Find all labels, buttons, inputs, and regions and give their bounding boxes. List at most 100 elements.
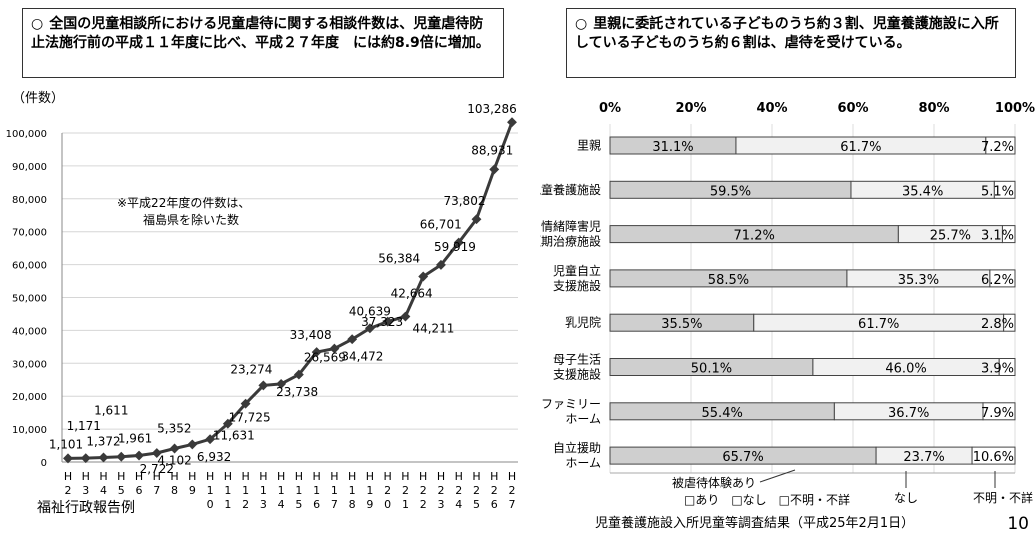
x-tick-label: 3 bbox=[437, 498, 444, 511]
x-tick-label: 1 bbox=[349, 484, 356, 497]
x-tick-label: H bbox=[170, 470, 178, 483]
bar-segment bbox=[971, 446, 1016, 465]
x-tick-label: 80% bbox=[918, 101, 949, 116]
data-label: 1,372 bbox=[86, 434, 120, 448]
data-label: 59,919 bbox=[434, 240, 476, 254]
x-tick-label: 3 bbox=[260, 498, 267, 511]
abuse-experience-stacked-bar-chart: 0% 20% 40% 60% 80% 100% 里親 31.1% 61.7% 7.2% 児童養護施設… bbox=[540, 101, 1035, 531]
data-label: 44,211 bbox=[412, 322, 454, 336]
x-tick-label: H bbox=[348, 470, 356, 483]
data-point bbox=[364, 323, 375, 334]
x-tick-label: 7 bbox=[509, 498, 516, 511]
x-tick-label: 6 bbox=[313, 498, 320, 511]
x-tick-label: 3 bbox=[82, 484, 89, 497]
segment-label: 31.1% bbox=[652, 140, 693, 155]
legend-text: □あり □なし □不明・不詳 bbox=[684, 492, 850, 507]
x-tick-label: 8 bbox=[171, 484, 178, 497]
bullet-icon: ○ bbox=[575, 16, 588, 32]
x-tick-label: 1 bbox=[224, 498, 231, 511]
bar-segment bbox=[998, 358, 1016, 376]
data-point bbox=[98, 452, 109, 463]
x-tick-label: 1 bbox=[313, 484, 320, 497]
x-tick-label: H bbox=[99, 470, 107, 483]
y-tick-label: 30,000 bbox=[12, 359, 47, 370]
x-tick-label: H bbox=[508, 470, 516, 483]
segment-label: 46.0% bbox=[885, 362, 926, 377]
callout-arrow bbox=[759, 469, 796, 483]
x-tick-label: H bbox=[206, 470, 214, 483]
data-label: 23,274 bbox=[230, 362, 272, 376]
x-tick-label: H bbox=[419, 470, 427, 483]
data-point bbox=[205, 434, 216, 445]
data-label: 5,352 bbox=[157, 421, 191, 435]
x-tick-label: 60% bbox=[837, 101, 868, 116]
x-tick-label: 4 bbox=[455, 498, 462, 511]
segment-label: 25.7% bbox=[930, 229, 971, 244]
x-tick-label: H bbox=[259, 470, 267, 483]
x-tick-label: H bbox=[330, 470, 338, 483]
source-text: 福祉行政報告例 bbox=[37, 500, 135, 516]
x-tick-label: 4 bbox=[100, 484, 107, 497]
x-tick-label: 2 bbox=[384, 484, 391, 497]
data-label: 4,102 bbox=[157, 454, 191, 468]
y-tick-label: 90,000 bbox=[12, 162, 47, 173]
x-tick-label: 0% bbox=[599, 101, 621, 116]
bar-segment bbox=[1003, 313, 1016, 332]
x-tick-label: H bbox=[117, 470, 125, 483]
segment-label: 7.2% bbox=[981, 140, 1014, 155]
x-tick-label: 20% bbox=[675, 101, 706, 116]
data-label: 66,701 bbox=[420, 218, 462, 232]
data-point bbox=[151, 448, 162, 458]
left-summary-box: ○ 全国の児童相談所における児童虐待に関する相談件数は、児童虐待防止法施行前の平成… bbox=[22, 8, 504, 78]
data-point bbox=[436, 259, 446, 270]
x-tick-label: H bbox=[188, 470, 196, 483]
segment-label: 61.7% bbox=[840, 140, 881, 155]
x-tick-label: 1 bbox=[366, 484, 373, 497]
data-label: 6,932 bbox=[197, 450, 231, 464]
y-tick-label: 0 bbox=[41, 458, 47, 469]
segment-label: 3.9% bbox=[981, 362, 1014, 377]
x-tick-label: 7 bbox=[331, 498, 338, 511]
data-label: 11,631 bbox=[213, 429, 255, 443]
data-label: 40,639 bbox=[349, 304, 391, 318]
x-tick-label: 100% bbox=[995, 101, 1035, 116]
segment-label: 36.7% bbox=[888, 406, 929, 421]
data-point bbox=[240, 398, 251, 409]
segment-label: 6.2% bbox=[981, 273, 1014, 288]
callout-text: 被虐待体験あり bbox=[672, 475, 756, 490]
category-label: 支援施設 bbox=[553, 367, 601, 382]
page-number: 10 bbox=[1007, 514, 1029, 534]
right-summary-box: ○ 里親に委託されている子どものうち約３割、児童養護施設に入所している子どものうち… bbox=[566, 8, 1016, 78]
y-tick-label: 50,000 bbox=[12, 294, 47, 305]
segment-label: 5.1% bbox=[981, 184, 1014, 199]
x-tick-label: 1 bbox=[278, 484, 285, 497]
data-label: 26,569 bbox=[304, 351, 346, 365]
data-point bbox=[400, 311, 411, 322]
bar-segment bbox=[982, 402, 1016, 421]
x-tick-label: 40% bbox=[756, 101, 787, 116]
x-tick-label: 2 bbox=[65, 484, 72, 497]
x-tick-label: H bbox=[384, 470, 392, 483]
data-point bbox=[329, 343, 340, 354]
x-tick-label: H bbox=[277, 470, 285, 483]
bar-segment bbox=[1001, 225, 1016, 244]
annotation-text: 福島県を除いた数 bbox=[143, 212, 239, 227]
x-tick-label: 2 bbox=[242, 498, 249, 511]
bar-segment bbox=[985, 136, 1016, 155]
right-summary-text: 里親に委託されている子どものうち約３割、児童養護施設に入所している子どものうち約… bbox=[575, 16, 999, 51]
callout-text: 不明・不詳 bbox=[973, 490, 1033, 505]
data-label: 73,802 bbox=[443, 194, 485, 208]
x-tick-label: 0 bbox=[207, 498, 214, 511]
bar-segment bbox=[993, 180, 1016, 199]
data-label: 56,384 bbox=[378, 251, 420, 265]
consultation-count-line-chart: （件数） 0 10,000 20,000 30,000 40,000 50,000 60,00… bbox=[6, 91, 518, 516]
x-tick-label: 2 bbox=[491, 484, 498, 497]
x-tick-label: 2 bbox=[420, 484, 427, 497]
y-axis-label: （件数） bbox=[12, 91, 64, 106]
x-tick-label: H bbox=[472, 470, 480, 483]
x-tick-label: H bbox=[295, 470, 303, 483]
y-tick-label: 20,000 bbox=[12, 392, 47, 403]
x-tick-label: 0 bbox=[384, 498, 391, 511]
data-label: 33,408 bbox=[290, 328, 332, 342]
segment-label: 58.5% bbox=[708, 273, 749, 288]
